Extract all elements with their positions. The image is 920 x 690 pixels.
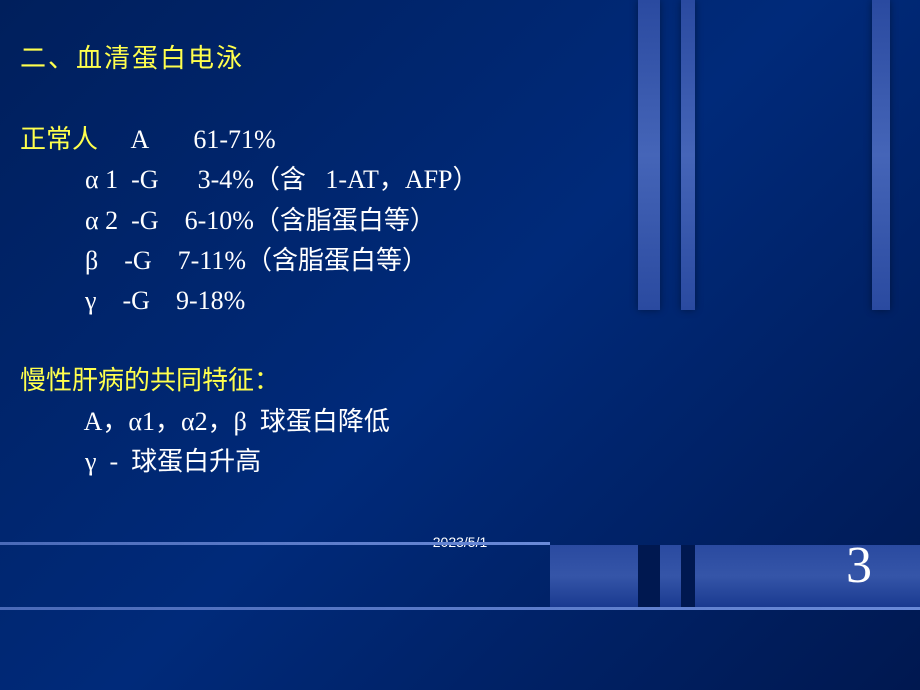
row-a-text: A 61-71% xyxy=(98,125,276,154)
row-a: 正常人 A 61-71% xyxy=(20,120,900,160)
page-number: 3 xyxy=(846,536,872,595)
decorative-bar-2 xyxy=(681,0,695,310)
normal-label: 正常人 xyxy=(20,125,98,154)
decorative-bar-3 xyxy=(872,0,890,310)
bottom-decoration xyxy=(0,542,920,612)
decorative-bar-1 xyxy=(638,0,660,310)
chronic-block: 慢性肝病的共同特征： A，α1，α2，β 球蛋白降低 γ - 球蛋白升高 xyxy=(20,361,900,482)
bottom-line-top xyxy=(0,542,550,545)
row-alpha2: α 2 -G 6-10%（含脂蛋白等） xyxy=(20,201,900,241)
chronic-heading: 慢性肝病的共同特征： xyxy=(20,361,900,401)
chronic-line-1: A，α1，α2，β 球蛋白降低 xyxy=(20,402,900,442)
row-alpha1: α 1 -G 3-4%（含 1-AT，AFP） xyxy=(20,160,900,200)
row-gamma: γ -G 9-18% xyxy=(20,281,900,321)
bottom-gap-1 xyxy=(638,545,660,607)
normal-values-block: 正常人 A 61-71% α 1 -G 3-4%（含 1-AT，AFP） α 2… xyxy=(20,120,900,321)
chronic-line-2: γ - 球蛋白升高 xyxy=(20,442,900,482)
slide-container: 二、血清蛋白电泳 正常人 A 61-71% α 1 -G 3-4%（含 1-AT… xyxy=(0,0,920,690)
slide-title: 二、血清蛋白电泳 xyxy=(20,38,900,75)
row-beta: β -G 7-11%（含脂蛋白等） xyxy=(20,241,900,281)
bottom-gap-2 xyxy=(681,545,695,607)
bottom-line-bottom xyxy=(0,607,920,610)
